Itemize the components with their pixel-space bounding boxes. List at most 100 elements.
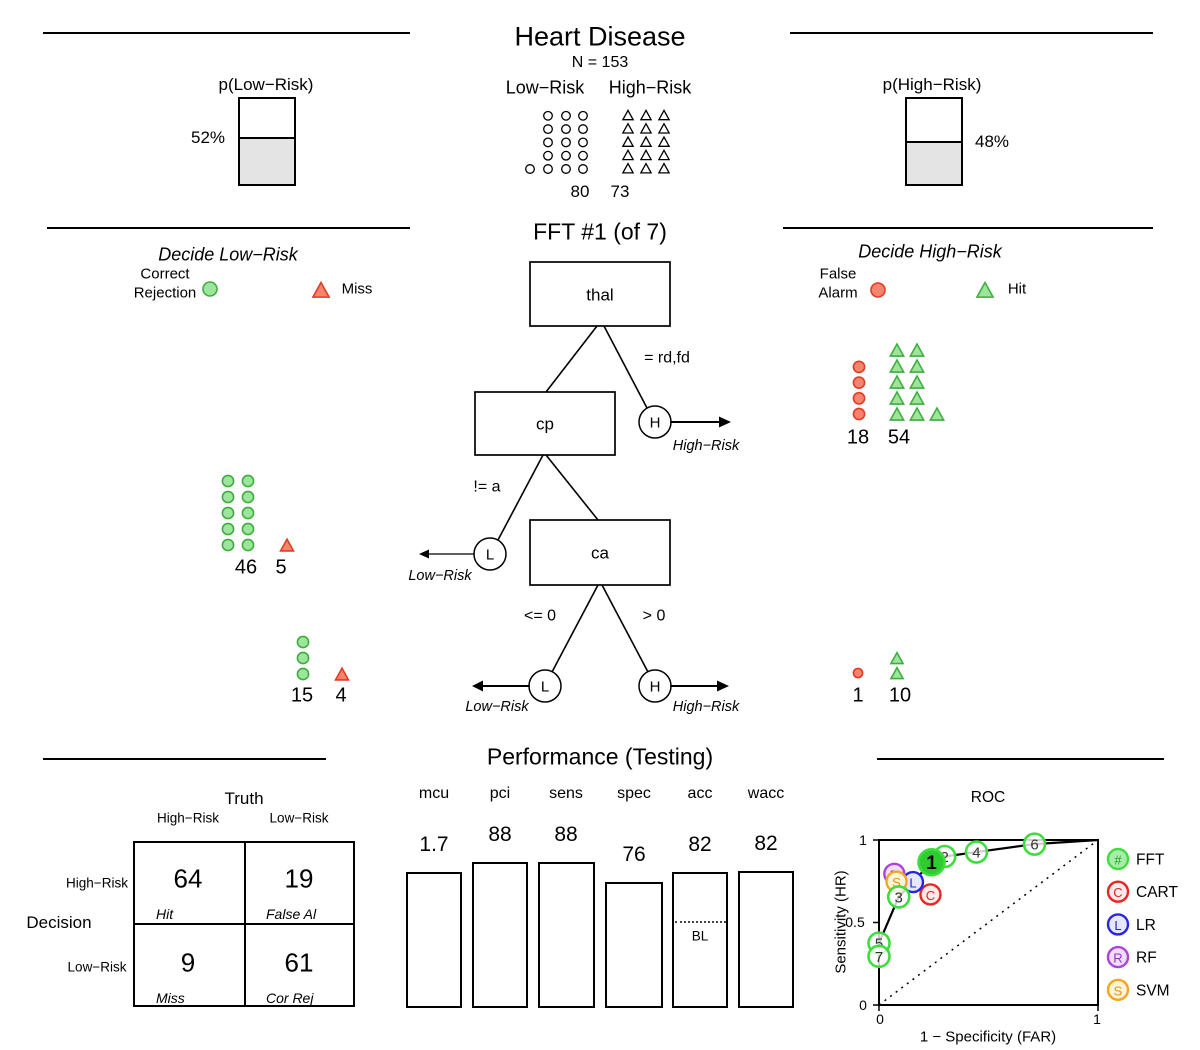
prob-low-bar: [238, 97, 296, 186]
matrix-col-low: Low−Risk: [269, 810, 329, 826]
pop-low-circle-icon: [561, 110, 571, 121]
case-icon-arrays: [136, 109, 995, 1005]
prob-high-bar: [905, 97, 963, 186]
pop-high-triangle-icon: [657, 148, 671, 161]
legend-lr-icon: [1106, 913, 1130, 936]
pop-low-circle-icon: [543, 137, 553, 148]
exit3-correct-rejections-icon: [296, 635, 310, 649]
fft-title: FFT #1 (of 7): [533, 218, 667, 245]
exit4-hit-count: 10: [888, 684, 912, 707]
page-title: Heart Disease: [514, 21, 686, 52]
bar-spec: [605, 882, 663, 1008]
roc-point-fft-7: [867, 944, 891, 969]
exit4-hits-icon: [889, 665, 905, 680]
prob-low-fill: [240, 137, 294, 184]
prob-low-pct: 52%: [190, 128, 226, 147]
roc-xlabel: 1 − Specificity (FAR): [919, 1028, 1057, 1046]
legend-label-lr: LR: [1136, 917, 1156, 934]
pop-low-circle-icon: [525, 164, 535, 174]
exit1-hit-count: 54: [887, 426, 911, 449]
legend-svm-icon: [1106, 978, 1130, 1001]
legend-false-alarm-icon: [870, 282, 886, 298]
arrow-head-icon: [419, 549, 429, 559]
pop-low-circle-icon: [578, 137, 588, 148]
performance-title: Performance (Testing): [486, 743, 714, 770]
exit1-false-alarms-icon: [852, 407, 866, 421]
cell-miss-tag: Miss: [156, 990, 185, 1006]
node-ca: [529, 519, 671, 586]
matrix-divider: [135, 923, 353, 925]
exit1-hits-icon: [888, 406, 906, 421]
exit1-hits-icon: [908, 406, 926, 421]
roc-point-number: 6: [1030, 837, 1038, 854]
exit1-hits-icon: [908, 342, 926, 357]
edge-label-ca-left: <= 0: [524, 608, 556, 625]
legend-miss-icon: [311, 280, 331, 298]
pop-high-triangle-icon: [621, 122, 635, 134]
roc-point-letter: L: [909, 876, 916, 891]
roc-title: ROC: [970, 789, 1006, 806]
bar-value-spec: 76: [622, 843, 646, 866]
exit3-correct-rejections-icon: [296, 667, 310, 681]
matrix-truth-label: Truth: [224, 789, 264, 808]
roc-xtick-0: 0: [876, 1011, 884, 1027]
roc-point-letter: S: [892, 875, 901, 890]
bar-value-mcu: 1.7: [419, 833, 449, 856]
cell-hit-tag: Hit: [156, 906, 174, 922]
legend-fft-icon: [1106, 847, 1130, 871]
legend-correct-label-1: Correct: [140, 265, 190, 283]
pop-high-triangle-icon: [639, 148, 653, 161]
node-thal-label: thal: [586, 286, 613, 305]
roc-ytick-1: 1: [859, 832, 867, 848]
pop-low-circle-icon: [561, 124, 571, 135]
exit2-correct-rejections-icon: [241, 538, 255, 552]
pop-low-circle-icon: [561, 137, 571, 148]
pop-low-circle-icon: [578, 110, 588, 121]
exit1-hits-icon: [908, 390, 926, 405]
arrow-head-icon: [719, 416, 731, 428]
legend-symbol: L: [1114, 918, 1121, 933]
class-label-low: Low−Risk: [505, 77, 585, 98]
pop-high-triangle-icon: [657, 109, 671, 121]
divider: [790, 32, 1153, 34]
exit1-fa-count: 18: [846, 426, 870, 449]
matrix-row-high: High−Risk: [66, 875, 128, 891]
cell-hit-value: 64: [173, 863, 203, 894]
roc-point-number: 4: [972, 845, 980, 862]
exit2-correct-rejections-icon: [221, 538, 235, 552]
pop-low-circle-icon: [543, 164, 553, 174]
fft-tree: thal cp ca = rd,fd != a <= 0 > 0 H High−…: [408, 261, 740, 715]
legend-correct-label-2: Rejection: [133, 284, 197, 302]
legend-label-rf: RF: [1136, 950, 1157, 967]
node-cp: [474, 391, 616, 456]
pop-high-triangle-icon: [639, 122, 653, 134]
pop-low-circle-icon: [561, 150, 571, 161]
legend-symbol: #: [1114, 853, 1122, 868]
exit1-hits-icon: [888, 358, 906, 373]
baseline-label: BL: [691, 928, 709, 944]
pop-low-circle-icon: [578, 124, 588, 135]
exit3-misses-icon: [334, 666, 350, 681]
bar-value-acc: 82: [688, 833, 712, 856]
exit1-hits-icon: [888, 390, 906, 405]
legend-miss-label: Miss: [341, 280, 373, 298]
exit-label: Low−Risk: [465, 699, 529, 715]
bar-mcu: [406, 872, 462, 1008]
legend-label-fft: FFT: [1136, 852, 1165, 869]
prob-high-title: p(High−Risk): [882, 75, 982, 94]
legend-cart-icon: [1106, 880, 1130, 903]
pop-high-triangle-icon: [639, 162, 653, 174]
exit2-cr-count: 46: [234, 556, 258, 579]
cell-fa-tag: False Al: [266, 906, 317, 922]
exit2-miss-count: 5: [275, 556, 287, 579]
exit-letter: H: [650, 415, 661, 432]
legend-false-label-1: False: [819, 265, 857, 283]
exit1-hits-icon: [908, 358, 926, 373]
exit2-misses-icon: [279, 537, 295, 552]
legend-hit-label: Hit: [1007, 280, 1027, 298]
roc-point-fft-4: [964, 840, 989, 864]
exit1-false-alarms-icon: [852, 391, 866, 405]
legend-symbol: S: [1114, 983, 1123, 998]
node-thal: [529, 261, 671, 327]
baseline-marker: [675, 921, 726, 923]
